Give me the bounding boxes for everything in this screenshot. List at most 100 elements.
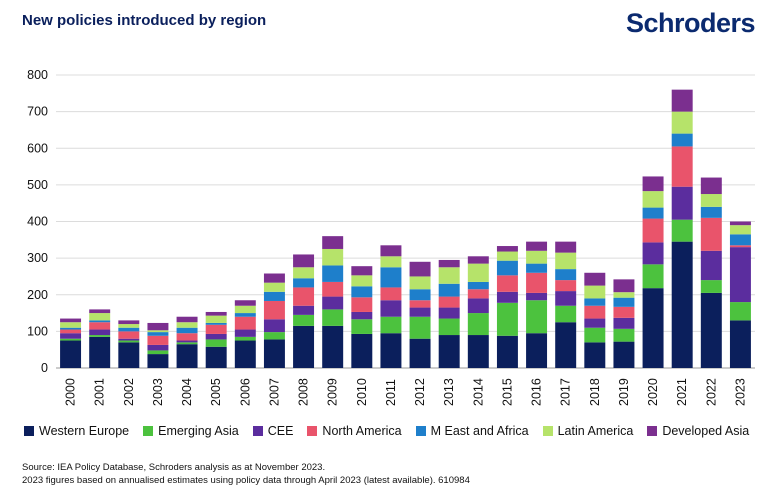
bar-segment-north-america-2022 — [700, 217, 722, 251]
y-tick-label: 300 — [27, 251, 48, 265]
legend-item: Latin America — [542, 424, 634, 438]
bar-segment-m-east-and-africa-2019 — [613, 297, 635, 307]
x-tick-label: 2015 — [500, 378, 514, 406]
bar-segment-m-east-and-africa-2012 — [409, 289, 431, 301]
bar-segment-cee-2010 — [351, 311, 373, 320]
x-tick-label: 2020 — [646, 378, 660, 406]
bar-segment-western-europe-2018 — [584, 342, 606, 368]
bar-segment-emerging-asia-2012 — [409, 316, 431, 339]
bar-segment-latin-america-2018 — [584, 285, 606, 299]
bar-segment-developed-asia-2008 — [293, 254, 315, 268]
bar-segment-developed-asia-2001 — [89, 309, 111, 314]
bar-segment-north-america-2019 — [613, 306, 635, 318]
y-tick-label: 700 — [27, 105, 48, 119]
bar-segment-north-america-2012 — [409, 300, 431, 308]
bar-segment-m-east-and-africa-2022 — [700, 206, 722, 218]
bar-segment-latin-america-2008 — [293, 267, 315, 279]
bar-segment-developed-asia-2017 — [555, 241, 577, 253]
legend-swatch — [647, 426, 658, 436]
bar-segment-m-east-and-africa-2004 — [176, 327, 198, 334]
bar-segment-north-america-2018 — [584, 305, 606, 319]
bar-segment-western-europe-2009 — [322, 325, 344, 368]
bar-segment-latin-america-2021 — [671, 111, 693, 134]
x-tick-label: 2001 — [93, 378, 107, 406]
bar-segment-latin-america-2009 — [322, 248, 344, 266]
bar-segment-cee-2019 — [613, 317, 635, 329]
bar-segment-emerging-asia-2002 — [118, 340, 140, 343]
x-tick-label: 2000 — [64, 378, 78, 406]
bar-segment-western-europe-2022 — [700, 292, 722, 368]
bar-segment-western-europe-2017 — [555, 322, 577, 368]
chart-legend: Western Europe Emerging Asia CEE North Amer… — [24, 424, 749, 438]
legend-item: Western Europe — [24, 424, 129, 438]
bar-segment-developed-asia-2006 — [234, 300, 256, 306]
bar-segment-m-east-and-africa-2021 — [671, 133, 693, 147]
bar-segment-latin-america-2015 — [496, 251, 518, 261]
bar-segment-western-europe-2000 — [60, 340, 82, 368]
bar-segment-emerging-asia-2022 — [700, 280, 722, 293]
bar-segment-cee-2012 — [409, 307, 431, 317]
bar-segment-emerging-asia-2004 — [176, 342, 198, 345]
bar-segment-cee-2009 — [322, 296, 344, 310]
y-tick-label: 100 — [27, 324, 48, 338]
bar-segment-m-east-and-africa-2015 — [496, 260, 518, 276]
bar-segment-cee-2020 — [642, 242, 664, 265]
bar-segment-m-east-and-africa-2008 — [293, 278, 315, 288]
bar-segment-north-america-2004 — [176, 333, 198, 341]
bar-segment-emerging-asia-2000 — [60, 338, 82, 341]
y-tick-label: 800 — [27, 68, 48, 82]
bar-segment-latin-america-2004 — [176, 322, 198, 328]
legend-item: Developed Asia — [647, 424, 749, 438]
bar-segment-developed-asia-2009 — [322, 236, 344, 249]
bar-segment-m-east-and-africa-2002 — [118, 327, 140, 332]
bar-segment-latin-america-2011 — [380, 256, 402, 268]
bar-segment-north-america-2016 — [526, 272, 548, 293]
bar-segment-emerging-asia-2021 — [671, 219, 693, 242]
bar-segment-m-east-and-africa-2005 — [205, 322, 227, 325]
bar-segment-emerging-asia-2015 — [496, 302, 518, 336]
bar-segment-western-europe-2003 — [147, 354, 169, 368]
bar-segment-cee-2013 — [438, 307, 460, 319]
bar-segment-developed-asia-2013 — [438, 259, 460, 268]
legend-label: Latin America — [557, 424, 634, 438]
bar-segment-emerging-asia-2001 — [89, 335, 111, 337]
bar-segment-emerging-asia-2006 — [234, 336, 256, 341]
bar-segment-latin-america-2013 — [438, 267, 460, 284]
bar-segment-latin-america-2003 — [147, 330, 169, 333]
bar-segment-north-america-2009 — [322, 281, 344, 297]
bar-segment-emerging-asia-2023 — [729, 302, 751, 321]
bar-segment-emerging-asia-2014 — [467, 313, 489, 336]
bar-segment-north-america-2017 — [555, 280, 577, 292]
bar-segment-developed-asia-2019 — [613, 279, 635, 293]
bar-segment-western-europe-2012 — [409, 338, 431, 368]
bar-segment-western-europe-2021 — [671, 241, 693, 368]
bar-segment-western-europe-2002 — [118, 342, 140, 368]
bar-segment-western-europe-2011 — [380, 333, 402, 368]
bar-segment-emerging-asia-2013 — [438, 318, 460, 336]
bar-segment-latin-america-2012 — [409, 276, 431, 290]
chart-title: New policies introduced by region — [22, 12, 267, 29]
legend-swatch — [252, 426, 263, 436]
bar-segment-cee-2017 — [555, 291, 577, 306]
x-tick-label: 2013 — [442, 378, 456, 406]
bar-segment-emerging-asia-2009 — [322, 309, 344, 326]
bar-segment-developed-asia-2018 — [584, 272, 606, 286]
legend-label: Emerging Asia — [158, 424, 239, 438]
bar-segment-cee-2016 — [526, 292, 548, 301]
y-tick-label: 500 — [27, 178, 48, 192]
stacked-bar-chart: 0 100 200 300 400 500 600 700 800 2000 2001 2002 200… — [27, 68, 755, 406]
bar-segment-latin-america-2020 — [642, 191, 664, 208]
bar-segment-cee-2006 — [234, 329, 256, 337]
x-tick-label: 2008 — [297, 378, 311, 406]
bar-segment-emerging-asia-2016 — [526, 300, 548, 334]
x-tick-label: 2007 — [267, 378, 281, 406]
bar-segment-latin-america-2023 — [729, 225, 751, 235]
bar-segment-emerging-asia-2011 — [380, 316, 402, 334]
x-tick-label: 2021 — [675, 378, 689, 406]
bar-segment-m-east-and-africa-2011 — [380, 267, 402, 288]
bar-segment-m-east-and-africa-2009 — [322, 265, 344, 282]
bar-segment-cee-2004 — [176, 340, 198, 343]
y-tick-label: 600 — [27, 141, 48, 155]
bar-segment-m-east-and-africa-2020 — [642, 207, 664, 219]
bar-segment-western-europe-2013 — [438, 335, 460, 368]
